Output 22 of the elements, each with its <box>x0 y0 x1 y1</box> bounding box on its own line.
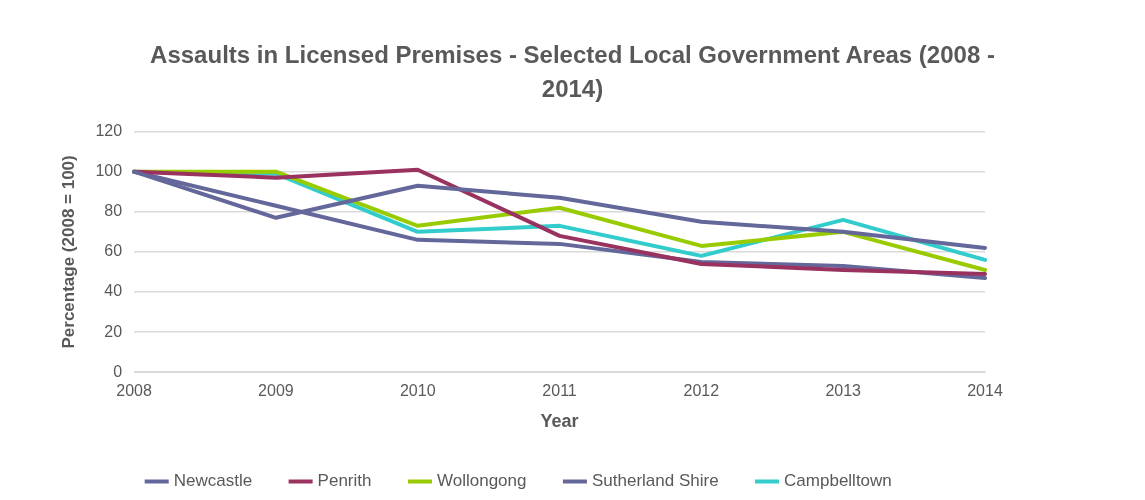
x-tick-label: 2013 <box>825 382 862 400</box>
x-tick-label: 2008 <box>116 382 152 400</box>
y-tick-label: 60 <box>104 242 123 260</box>
legend-label: Sutherland Shire <box>591 471 719 491</box>
chart-title: Assaults in Licensed Premises - Selected Local Government Areas (2008 - 2014) <box>149 40 996 104</box>
legend-label: Newcastle <box>173 471 253 491</box>
x-tick-label: 2010 <box>399 382 436 400</box>
x-tick-label: 2011 <box>542 382 577 400</box>
y-tick-label: 100 <box>95 162 123 180</box>
y-tick-label: 20 <box>104 322 123 340</box>
legend-label: Wollongong <box>436 471 527 491</box>
y-axis-title: Percentage (2008 = 100) <box>58 155 78 349</box>
y-tick-label: 40 <box>104 282 123 300</box>
y-tick-label: 120 <box>95 122 123 140</box>
y-tick-label: 80 <box>104 202 123 220</box>
x-tick-label: 2014 <box>967 382 1003 400</box>
y-tick-label: 0 <box>113 362 123 380</box>
x-tick-label: 2012 <box>683 382 720 400</box>
x-tick-label: 2009 <box>258 382 294 400</box>
legend-label: Campbelltown <box>784 471 892 491</box>
x-axis-title: Year <box>540 411 579 432</box>
legend-label: Penrith <box>317 471 372 491</box>
